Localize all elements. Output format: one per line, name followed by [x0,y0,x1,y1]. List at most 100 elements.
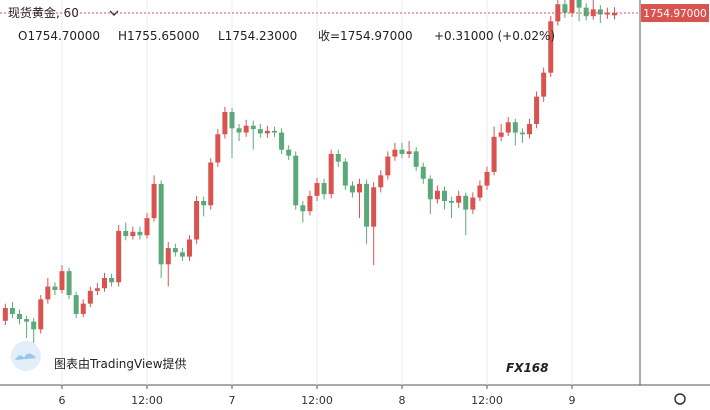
candle-body [491,136,497,172]
candle-body [527,124,532,135]
candle-body [24,319,30,322]
ohlc-open: O1754.70000 [18,29,100,43]
candle-body [392,149,398,157]
candle-body [335,153,341,162]
candle-body [328,153,334,195]
candle-body [73,295,79,314]
candle-body [463,195,469,210]
watermark: 图表由TradingView提供 [54,356,187,371]
x-tick-label: 12:00 [471,394,503,407]
candle-body [541,72,547,97]
ohlc-high: H1755.65000 [118,29,200,43]
candle-body [172,248,178,253]
candle-body [342,161,348,186]
candle-body [144,218,150,236]
candle-body [208,162,214,206]
candle-body [137,231,143,236]
candle-body [66,271,72,296]
candle-body [604,12,610,15]
candle-body [279,132,285,150]
candle-body [130,231,136,237]
x-tick-label: 12:00 [301,394,333,407]
candle-body [201,201,207,206]
candle-body [102,278,107,289]
candle-body [321,183,327,195]
candle-body [165,248,171,265]
candle-body [456,195,462,203]
candle-body [534,96,540,124]
x-tick-label: 6 [59,394,66,407]
candle-body [576,0,582,8]
candle-body [512,122,518,133]
candle-body [59,271,65,290]
candle-body [498,132,504,137]
ohlc-change: +0.31000 (+0.02%) [434,29,555,43]
candle-body [378,175,384,188]
candle-body [293,155,299,206]
candle-body [116,230,122,283]
dropdown-icon[interactable] [109,10,119,16]
candle-body [434,190,440,200]
candle-body [286,149,292,156]
candle-body [314,183,320,196]
candle-body [2,307,8,321]
candle-body [484,171,490,186]
candle-body [264,130,270,134]
candle-body [413,151,419,167]
candle-body [151,183,157,219]
candle-body [505,122,511,133]
candle-body [179,252,185,257]
candle-body [31,321,37,330]
candle-body [229,112,235,129]
candle-body [364,183,370,227]
candle-body [519,132,525,135]
candle-body [250,125,256,130]
ohlc-low: L1754.23000 [218,29,297,43]
candle-body [442,190,447,201]
candle-body [236,128,242,133]
candle-body [477,185,483,198]
candle-body [583,7,589,17]
candle-body [357,183,362,193]
candle-body [38,299,44,330]
candle-body [420,166,426,179]
last-price-box [641,4,709,23]
candle-body [222,112,228,135]
candle-body [257,129,263,134]
candle-body [371,187,377,227]
candle-body [45,286,51,300]
candle-body [612,13,617,16]
watermark-cloud [15,353,36,360]
candle-body [597,9,603,15]
candle-body [470,197,476,210]
candle-body [87,290,93,304]
candle-body [449,201,455,203]
candle-body [349,185,355,193]
candle-body [52,286,58,290]
candle-body [9,307,15,314]
ohlc-close: 收=1754.97000 [318,29,413,43]
x-tick-label: 9 [569,394,576,407]
candle-body [243,125,249,133]
candle-body [80,303,86,314]
candle-body [406,151,412,154]
candle-body [569,0,575,13]
candle-body [17,313,22,320]
last-price-label: 1754.97000 [643,8,706,20]
x-tick-label: 7 [229,394,236,407]
settings-icon[interactable] [674,393,686,405]
candle-body [385,156,391,176]
candle-body [562,4,568,13]
logo: FX168 [506,361,549,375]
x-tick-label: 8 [399,394,406,407]
candle-body [215,134,221,163]
candle-body [94,288,100,291]
candle-body [300,205,306,212]
candle-body [109,278,115,283]
x-tick-label: 12:00 [131,394,163,407]
candle-body [187,239,192,257]
candle-body [158,183,164,265]
candle-body [399,149,405,154]
